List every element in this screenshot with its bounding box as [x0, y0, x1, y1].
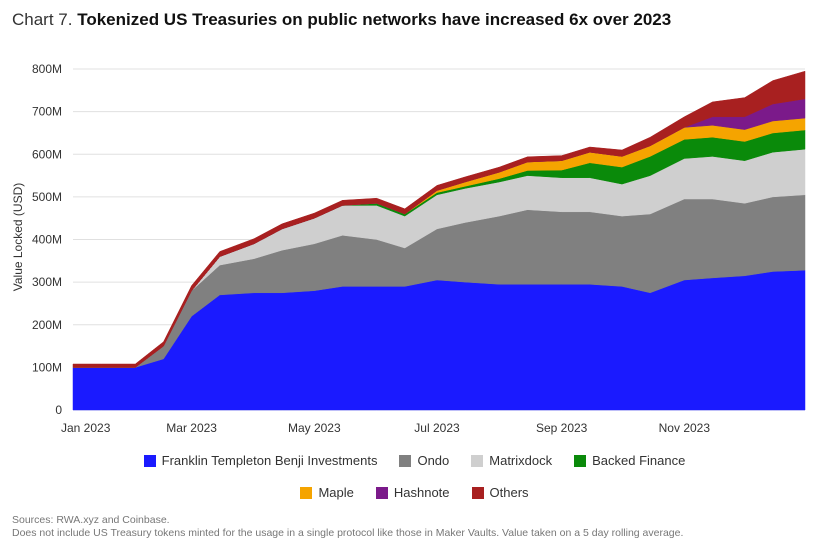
legend-swatch	[143, 454, 156, 467]
chart-footer: Sources: RWA.xyz and Coinbase. Does not …	[12, 514, 683, 540]
sources-note: Sources: RWA.xyz and Coinbase.	[12, 514, 170, 526]
legend-swatch	[471, 454, 484, 467]
area-others	[72, 70, 806, 368]
legend-swatch	[471, 486, 484, 499]
y-tick-label: 300M	[32, 275, 62, 289]
legend-item: Backed Finance	[574, 453, 685, 468]
y-tick-label: 100M	[32, 360, 62, 374]
x-tick-label: Nov 2023	[659, 421, 711, 435]
area-franklin-templeton-benji-investments	[72, 269, 806, 411]
chart-title: Chart 7. Tokenized US Treasuries on publ…	[12, 10, 671, 30]
x-tick-label: Sep 2023	[536, 421, 588, 435]
legend-swatch	[574, 454, 587, 467]
series-areas	[72, 70, 806, 411]
legend-label: Hashnote	[393, 485, 450, 500]
x-axis-ticks: Jan 2023 Mar 2023 May 2023 Jul 2023 Sep 2023…	[61, 421, 710, 435]
y-axis-label: Value Locked (USD)	[11, 183, 25, 292]
legend-item: Matrixdock	[471, 453, 552, 468]
legend-label: Others	[489, 485, 529, 500]
methodology-note: Does not include US Treasury tokens mint…	[12, 527, 684, 539]
chart-number: Chart 7.	[12, 10, 73, 29]
legend-label: Franklin Templeton Benji Investments	[161, 453, 378, 468]
legend-item: Hashnote	[375, 485, 450, 500]
y-tick-label: 800M	[32, 62, 62, 76]
legend-swatch	[300, 486, 313, 499]
legend-label: Ondo	[417, 453, 450, 468]
y-tick-label: 0	[55, 403, 62, 417]
stacked-area-chart: 0 100M 200M 300M 400M 500M 600M 700M 800M Jan 20…	[11, 62, 806, 435]
y-axis-ticks: 0 100M 200M 300M 400M 500M 600M 700M 800M	[32, 62, 62, 417]
x-tick-label: Mar 2023	[166, 421, 217, 435]
y-tick-label: 500M	[32, 190, 62, 204]
x-tick-label: Jul 2023	[414, 421, 460, 435]
legend-label: Matrixdock	[489, 453, 553, 468]
y-tick-label: 700M	[32, 105, 62, 119]
y-tick-label: 200M	[32, 318, 62, 332]
legend-swatch	[399, 454, 412, 467]
y-tick-label: 400M	[32, 233, 62, 247]
legend-item: Franklin Templeton Benji Investments	[143, 453, 378, 468]
legend-label: Maple	[318, 485, 354, 500]
x-tick-label: Jan 2023	[61, 421, 111, 435]
legend-row-1: Franklin Templeton Benji Investments Ondo…	[0, 453, 829, 468]
legend-item: Maple	[300, 485, 354, 500]
legend-item: Others	[471, 485, 529, 500]
x-tick-label: May 2023	[288, 421, 341, 435]
y-tick-label: 600M	[32, 147, 62, 161]
legend-row-2: Maple Hashnote Others	[0, 485, 829, 500]
legend-swatch	[375, 486, 388, 499]
legend-item: Ondo	[399, 453, 449, 468]
chart-headline: Tokenized US Treasuries on public networ…	[77, 10, 672, 29]
legend-label: Backed Finance	[592, 453, 686, 468]
